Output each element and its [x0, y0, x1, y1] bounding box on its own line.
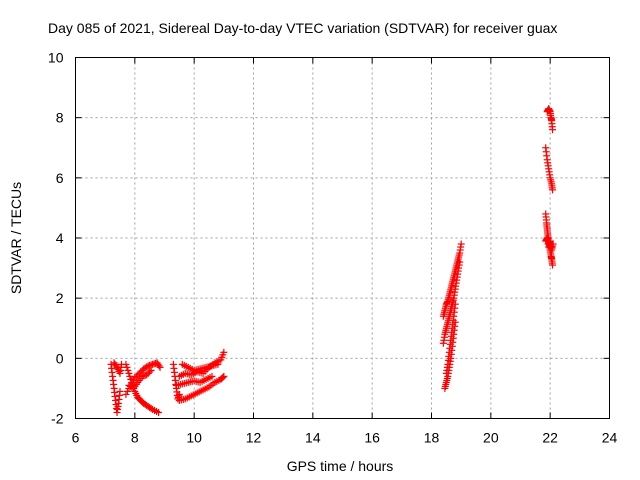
data-point: [134, 371, 142, 379]
x-tick-label: 20: [483, 430, 499, 446]
y-tick-label: 10: [48, 50, 64, 66]
data-point: [220, 372, 228, 380]
data-point: [219, 373, 227, 381]
data-point: [125, 369, 133, 377]
data-point: [549, 126, 557, 134]
data-point: [155, 362, 163, 370]
data-point: [456, 258, 464, 266]
chart-title: Day 085 of 2021, Sidereal Day-to-day VTE…: [48, 20, 557, 36]
data-point: [132, 372, 140, 380]
data-point: [143, 371, 151, 379]
data-point: [451, 300, 459, 308]
x-tick-label: 10: [186, 430, 202, 446]
data-point: [457, 240, 465, 248]
y-tick-label: 8: [56, 110, 64, 126]
x-tick-label: 6: [72, 430, 80, 446]
data-point: [155, 408, 163, 416]
x-tick-label: 16: [364, 430, 380, 446]
x-tick-label: 12: [246, 430, 262, 446]
data-point: [122, 360, 130, 368]
x-tick-label: 14: [305, 430, 321, 446]
data-point: [156, 363, 164, 371]
data-point: [549, 240, 557, 248]
data-point: [214, 360, 222, 368]
data-point: [128, 383, 136, 391]
data-point: [137, 368, 145, 376]
x-tick-label: 18: [424, 430, 440, 446]
data-point: [116, 387, 124, 395]
y-tick-label: 2: [56, 290, 64, 306]
data-point: [175, 390, 183, 398]
y-tick-label: -2: [51, 411, 64, 427]
data-point: [124, 366, 132, 374]
data-point: [112, 362, 120, 370]
data-point: [143, 363, 151, 371]
data-point: [122, 390, 130, 398]
x-tick-label: 24: [602, 430, 618, 446]
data-point: [146, 368, 154, 376]
data-point: [123, 363, 131, 371]
y-tick-label: 6: [56, 170, 64, 186]
data-series: [107, 105, 557, 416]
data-point: [123, 387, 131, 395]
data-point: [549, 186, 557, 194]
data-point: [220, 348, 228, 356]
data-point: [147, 366, 155, 374]
data-point: [549, 261, 557, 269]
data-point: [126, 372, 134, 380]
data-point: [131, 374, 139, 382]
y-axis-label: SDTVAR / TECUs: [8, 182, 24, 294]
x-tick-label: 8: [131, 430, 139, 446]
data-point: [144, 369, 152, 377]
data-point: [135, 369, 143, 377]
y-tick-label: 0: [56, 350, 64, 366]
x-axis-label: GPS time / hours: [287, 458, 394, 474]
y-tick-label: 4: [56, 230, 64, 246]
x-axis: 6 8 10 12 14 16 18 20 22 24: [72, 57, 618, 446]
data-point: [208, 372, 216, 380]
plot-frame: [75, 57, 610, 419]
x-tick-label: 22: [542, 430, 558, 446]
grid: [75, 57, 610, 419]
y-axis: -2 0 2 4 6 8 10: [48, 50, 610, 427]
